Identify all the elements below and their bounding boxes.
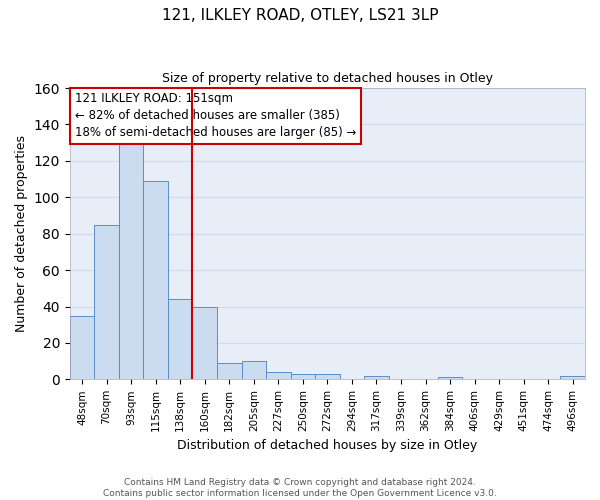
Title: Size of property relative to detached houses in Otley: Size of property relative to detached ho… (162, 72, 493, 86)
Bar (242, 361, 266, 380)
Bar (290, 374, 315, 380)
Bar (315, 374, 340, 380)
Text: 121, ILKLEY ROAD, OTLEY, LS21 3LP: 121, ILKLEY ROAD, OTLEY, LS21 3LP (162, 8, 438, 22)
Bar (217, 363, 242, 380)
Bar (143, 181, 168, 380)
Bar (364, 376, 389, 380)
X-axis label: Distribution of detached houses by size in Otley: Distribution of detached houses by size … (177, 440, 478, 452)
Bar (438, 378, 463, 380)
Bar (119, 141, 143, 380)
Text: Contains HM Land Registry data © Crown copyright and database right 2024.
Contai: Contains HM Land Registry data © Crown c… (103, 478, 497, 498)
Bar (168, 299, 193, 380)
Text: 121 ILKLEY ROAD: 151sqm
← 82% of detached houses are smaller (385)
18% of semi-d: 121 ILKLEY ROAD: 151sqm ← 82% of detache… (75, 92, 356, 140)
Bar (94, 224, 119, 380)
Bar (193, 306, 217, 380)
Bar (560, 376, 585, 380)
Bar (266, 372, 290, 380)
Y-axis label: Number of detached properties: Number of detached properties (15, 135, 28, 332)
Bar (70, 316, 94, 380)
